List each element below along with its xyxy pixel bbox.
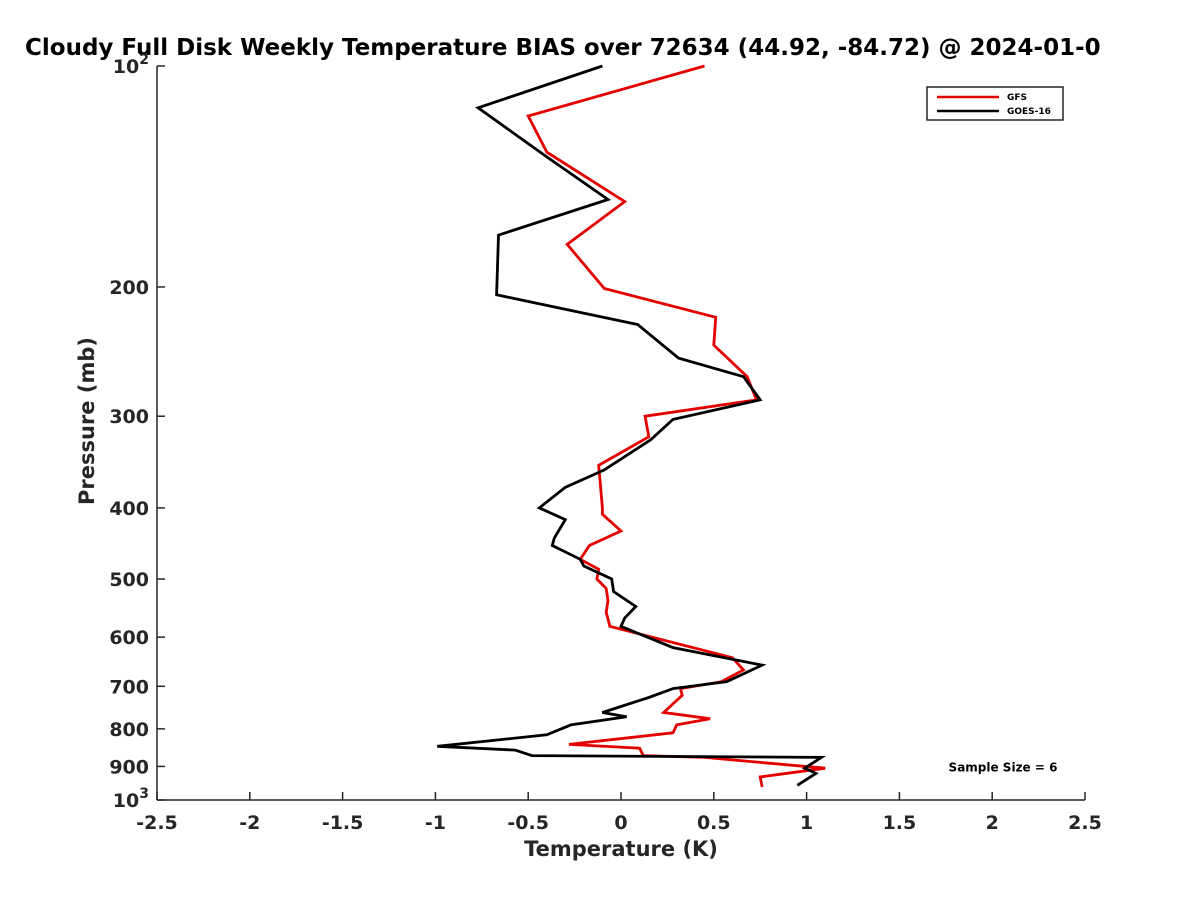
y-tick-label: 300: [109, 406, 149, 428]
x-tick-label: 1: [800, 812, 813, 834]
y-axis-ticks: 102 200 300 400 500 600 700 800 900 103: [109, 52, 165, 812]
y-tick-label: 900: [109, 756, 149, 778]
sample-size-annotation: Sample Size = 6: [949, 760, 1058, 774]
series-line-gfs: [526, 64, 826, 788]
x-tick-label: -2: [239, 812, 260, 834]
y-tick-label: 500: [109, 569, 149, 591]
y-tick-label: 200: [109, 277, 149, 299]
y-tick-label: 800: [109, 719, 149, 741]
y-tick-label: 103: [113, 786, 149, 812]
x-axis-label: Temperature (K): [524, 837, 718, 861]
chart-title: Cloudy Full Disk Weekly Temperature BIAS…: [25, 35, 1101, 61]
x-tick-label: 2.5: [1068, 812, 1102, 834]
y-tick-label: 400: [109, 498, 149, 520]
plot-area: [437, 64, 827, 788]
x-tick-label: -0.5: [507, 812, 549, 834]
x-tick-label: 1.5: [883, 812, 917, 834]
x-tick-label: 2: [986, 812, 999, 834]
legend-label: GFS: [1007, 93, 1027, 103]
legend: GFS GOES-16: [926, 86, 1064, 121]
x-tick-label: -1.5: [322, 812, 364, 834]
y-tick-label: 600: [109, 627, 149, 649]
x-tick-label: -2.5: [136, 812, 178, 834]
x-axis-ticks: -2.5 -2 -1.5 -1 -0.5 0 0.5 1 1.5 2 2.5: [136, 792, 1102, 834]
x-tick-label: -1: [425, 812, 446, 834]
series-line-goes-16: [437, 64, 827, 787]
legend-box: [926, 86, 1064, 121]
y-tick-label: 102: [113, 52, 149, 78]
y-tick-label: 700: [109, 676, 149, 698]
y-axis-label: Pressure (mb): [75, 337, 99, 505]
x-tick-label: 0: [614, 812, 627, 834]
legend-label: GOES-16: [1007, 107, 1051, 117]
x-tick-label: 0.5: [697, 812, 731, 834]
